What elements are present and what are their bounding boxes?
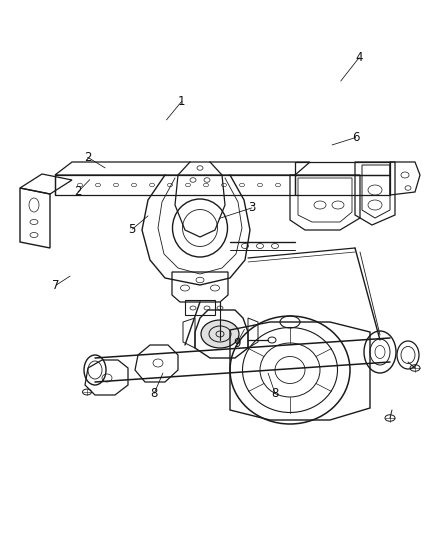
Text: 4: 4 — [355, 51, 363, 64]
Text: 6: 6 — [352, 131, 360, 144]
Text: 2: 2 — [84, 151, 92, 164]
Text: 8: 8 — [272, 387, 279, 400]
Text: 5: 5 — [129, 223, 136, 236]
Text: 7: 7 — [52, 279, 60, 292]
Text: 2: 2 — [74, 185, 82, 198]
Text: 3: 3 — [248, 201, 255, 214]
Text: 9: 9 — [233, 337, 240, 350]
Text: 1: 1 — [178, 95, 186, 108]
Text: 8: 8 — [151, 387, 158, 400]
Ellipse shape — [201, 320, 239, 348]
